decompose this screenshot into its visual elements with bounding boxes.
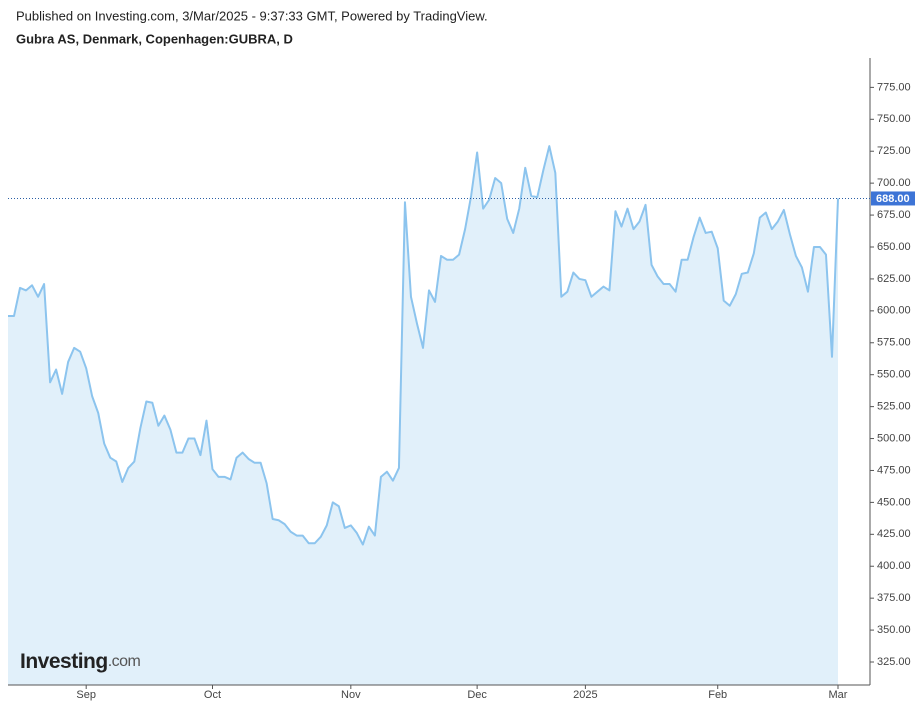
- x-tick-label: Dec: [467, 689, 487, 701]
- x-tick-label: Mar: [829, 689, 848, 701]
- y-tick-label: 675.00: [877, 209, 911, 221]
- x-tick-label: Sep: [76, 689, 96, 701]
- logo: Investing.com: [20, 650, 141, 673]
- y-tick-label: 625.00: [877, 273, 911, 285]
- y-tick-label: 350.00: [877, 624, 911, 636]
- y-tick-label: 475.00: [877, 464, 911, 476]
- x-tick-label: 2025: [573, 689, 597, 701]
- y-tick-label: 450.00: [877, 496, 911, 508]
- published-note: Published on Investing.com, 3/Mar/2025 -…: [16, 8, 488, 23]
- symbol-title: Gubra AS, Denmark, Copenhagen:GUBRA, D: [16, 31, 293, 46]
- y-tick-label: 750.00: [877, 113, 911, 125]
- y-tick-label: 700.00: [877, 177, 911, 189]
- x-tick-label: Oct: [204, 689, 221, 701]
- y-tick-label: 575.00: [877, 337, 911, 349]
- x-tick-label: Nov: [341, 689, 361, 701]
- y-tick-label: 600.00: [877, 305, 911, 317]
- y-tick-label: 500.00: [877, 432, 911, 444]
- logo-brand: Investing: [20, 650, 108, 673]
- y-tick-label: 650.00: [877, 241, 911, 253]
- price-line: [8, 145, 839, 546]
- y-tick-label: 325.00: [877, 656, 911, 668]
- y-tick-label: 525.00: [877, 401, 911, 413]
- last-price-box: [871, 191, 915, 206]
- y-tick-label: 400.00: [877, 560, 911, 572]
- x-tick-label: Feb: [708, 689, 727, 701]
- y-tick-label: 375.00: [877, 592, 911, 604]
- last-price-label: 688.00: [876, 193, 910, 205]
- area-fill: [8, 146, 838, 686]
- y-tick-label: 425.00: [877, 528, 911, 540]
- y-tick-label: 550.00: [877, 369, 911, 381]
- y-tick-label: 725.00: [877, 145, 911, 157]
- plot-area: 325.00 350.00 375.00 400.00 425.00 450.00 475.…: [8, 58, 915, 701]
- y-tick-label: 775.00: [877, 81, 911, 93]
- logo-suffix: .com: [108, 653, 141, 670]
